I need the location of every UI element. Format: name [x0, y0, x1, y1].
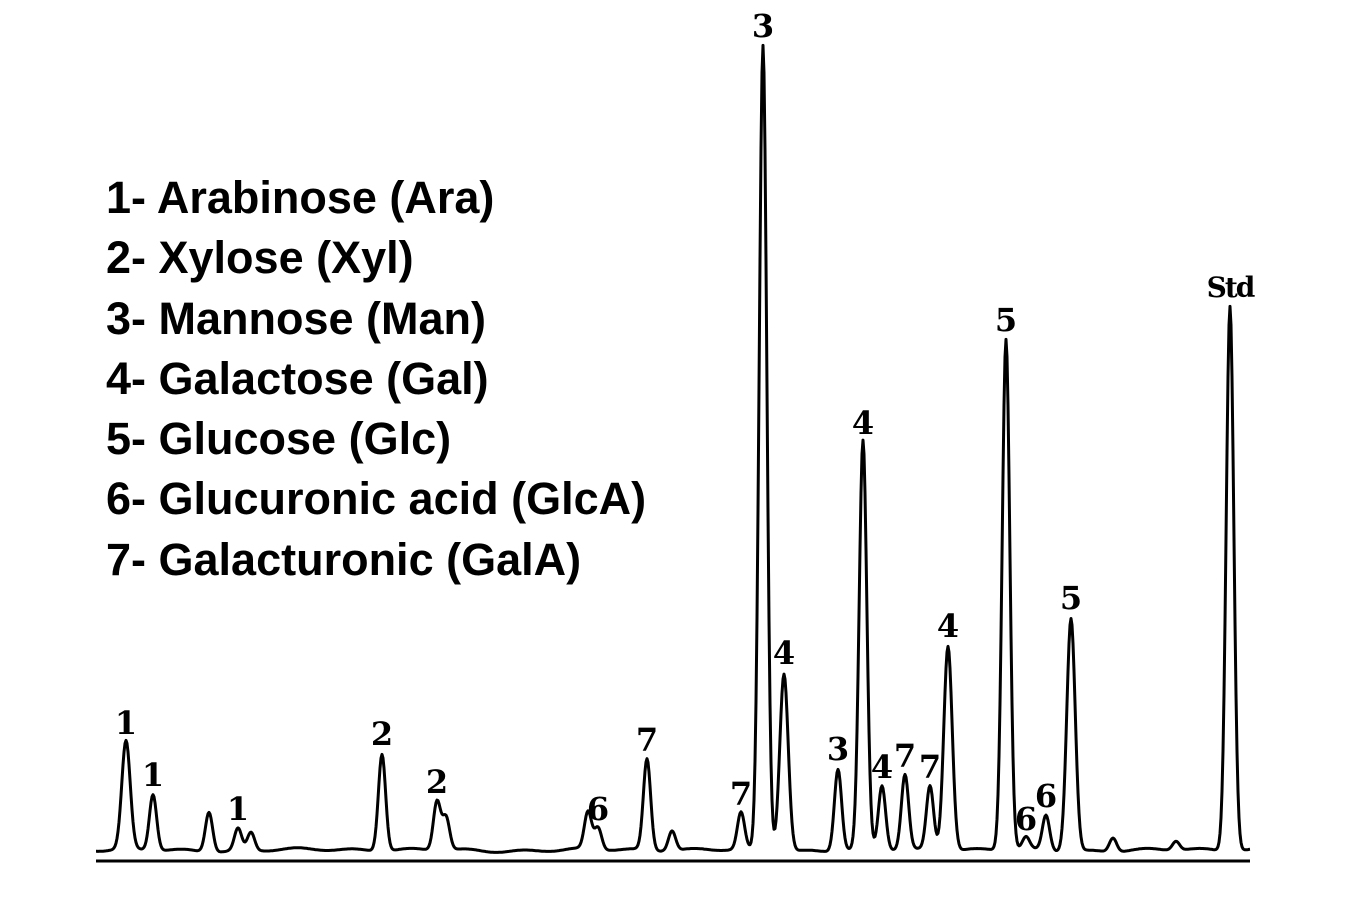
compound-legend: 1- Arabinose (Ara) 2- Xylose (Xyl) 3- Ma…: [106, 168, 646, 590]
peak-label-7: 7: [919, 748, 941, 786]
peak-label-4: 4: [773, 634, 795, 672]
peak-label-6: 6: [1015, 800, 1037, 838]
legend-item-glucuronic-acid: 6- Glucuronic acid (GlcA): [106, 473, 647, 525]
peak-label-2: 2: [426, 763, 448, 801]
peak-label-4: 4: [852, 404, 874, 442]
peak-label-std: Std: [1207, 271, 1255, 304]
legend-item-galacturonic: 7- Galacturonic (GalA): [106, 533, 582, 585]
peak-label-2: 2: [371, 715, 393, 753]
peak-label-7: 7: [730, 775, 752, 813]
peak-label-6: 6: [1035, 777, 1057, 815]
legend-item-arabinose: 1- Arabinose (Ara): [106, 172, 495, 223]
peak-label-3: 3: [752, 7, 774, 45]
peak-label-7: 7: [636, 721, 658, 759]
peak-label-4: 4: [871, 748, 893, 786]
legend-item-mannose: 3- Mannose (Man): [106, 292, 487, 344]
peak-label-1: 1: [115, 704, 137, 742]
peak-label-1: 1: [227, 790, 249, 828]
peak-label-5: 5: [995, 301, 1017, 339]
legend-item-xylose: 2- Xylose (Xyl): [106, 232, 414, 284]
legend-item-glucose: 5- Glucose (Glc): [106, 413, 452, 465]
peak-label-6: 6: [587, 790, 609, 828]
peak-label-7: 7: [894, 737, 916, 775]
peak-label-5: 5: [1060, 579, 1082, 617]
chromatogram-trace: [95, 43, 1251, 854]
peak-label-1: 1: [142, 756, 164, 794]
peak-label-4: 4: [937, 607, 959, 645]
peak-label-3: 3: [827, 730, 849, 768]
legend-item-galactose: 4- Galactose (Gal): [106, 352, 489, 404]
